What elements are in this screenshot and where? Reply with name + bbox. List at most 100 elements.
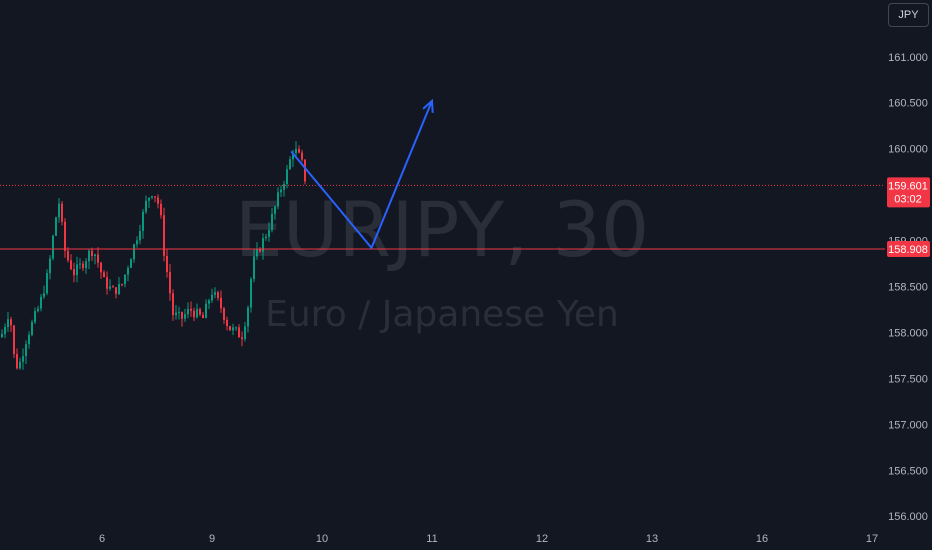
candle-body (184, 314, 186, 319)
candle-body (232, 327, 234, 331)
candle-body (163, 215, 165, 256)
price-tick-label: 156.500 (888, 465, 928, 477)
candle-body (172, 293, 174, 316)
time-tick-label: 17 (866, 533, 878, 545)
candle-body (136, 240, 138, 245)
candle-body (256, 248, 258, 257)
candle-body (220, 297, 222, 309)
price-tick-label: 157.000 (888, 419, 928, 431)
candle-body (13, 325, 15, 355)
projection-line (290, 100, 433, 250)
candle-body (64, 221, 66, 251)
candle-body (4, 327, 6, 334)
candle-body (40, 296, 42, 309)
candle-body (16, 354, 18, 369)
candle-body (262, 238, 264, 252)
candle-body (103, 272, 105, 278)
candle-body (43, 293, 45, 297)
candle-body (76, 264, 78, 276)
watermark-symbol: EURJPY, 30 (235, 185, 649, 274)
current-price-tag (887, 177, 930, 208)
candle-body (115, 287, 117, 294)
candle-body (142, 211, 144, 232)
candle-body (283, 184, 285, 190)
candle-body (19, 361, 21, 369)
candle-body (22, 356, 24, 362)
candle-body (178, 311, 180, 313)
time-tick-label: 12 (536, 533, 548, 545)
time-tick-label: 13 (646, 533, 658, 545)
candle-body (79, 263, 81, 265)
candle-body (169, 272, 171, 294)
candle-body (133, 244, 135, 260)
candle-body (85, 261, 87, 269)
price-tick-label: 161.000 (888, 52, 928, 64)
candle-body (109, 286, 111, 289)
candle-body (241, 337, 243, 340)
price-lines (0, 184, 885, 250)
candle-body (10, 319, 12, 326)
candle-body (70, 260, 72, 270)
candle-body (157, 197, 159, 204)
candle-series (1, 141, 306, 370)
candle-body (25, 344, 27, 357)
candle-body (124, 274, 126, 285)
candle-body (118, 284, 120, 294)
candle-body (97, 254, 99, 263)
candle-body (214, 292, 216, 295)
candle-body (100, 262, 102, 273)
candle-body (88, 250, 90, 262)
candle-body (244, 326, 246, 340)
current-price-label: 159.601 (888, 180, 928, 192)
candle-body (187, 308, 189, 315)
candle-body (46, 273, 48, 294)
level-price-tag (887, 240, 930, 257)
currency-button[interactable]: JPY (888, 3, 929, 27)
candle-body (1, 333, 3, 338)
candle-body (229, 326, 231, 331)
candle-body (289, 159, 291, 170)
candle-body (247, 307, 249, 327)
candle-body (280, 189, 282, 193)
symbol-watermark: EURJPY, 30 Euro / Japanese Yen (235, 185, 649, 335)
candle-body (61, 203, 63, 222)
candle-body (304, 159, 306, 182)
level-price-label: 158.908 (888, 244, 928, 256)
candle-body (175, 312, 177, 316)
candle-body (277, 192, 279, 207)
candle-body (286, 169, 288, 185)
time-tick-label: 9 (209, 533, 215, 545)
candle-body (253, 256, 255, 280)
candle-body (151, 196, 153, 198)
candle-body (55, 217, 57, 236)
price-axis[interactable]: 161.000160.500160.000159.000158.500158.0… (888, 52, 928, 523)
candle-body (181, 311, 183, 319)
projection-arrowhead (422, 98, 434, 113)
candle-body (250, 279, 252, 308)
candle-body (196, 309, 198, 318)
candle-body (223, 308, 225, 320)
candle-body (268, 230, 270, 237)
price-tick-label: 157.500 (888, 373, 928, 385)
candle-body (298, 148, 300, 153)
candle-body (274, 206, 276, 214)
time-tick-label: 10 (316, 533, 328, 545)
candle-body (217, 292, 219, 298)
time-tick-label: 16 (756, 533, 768, 545)
candle-body (193, 310, 195, 318)
candle-body (31, 322, 33, 335)
time-axis[interactable]: 6 9 10 11 12 13 16 17 (99, 533, 878, 545)
candle-body (106, 277, 108, 289)
candle-body (37, 308, 39, 312)
time-tick-label: 6 (99, 533, 105, 545)
candle-body (235, 327, 237, 329)
candle-body (271, 213, 273, 231)
candle-body (67, 250, 69, 261)
candle-body (49, 258, 51, 274)
projection-drawing[interactable] (290, 98, 434, 250)
candle-body (259, 248, 261, 252)
price-tick-label: 158.500 (888, 281, 928, 293)
candle-body (190, 308, 192, 311)
